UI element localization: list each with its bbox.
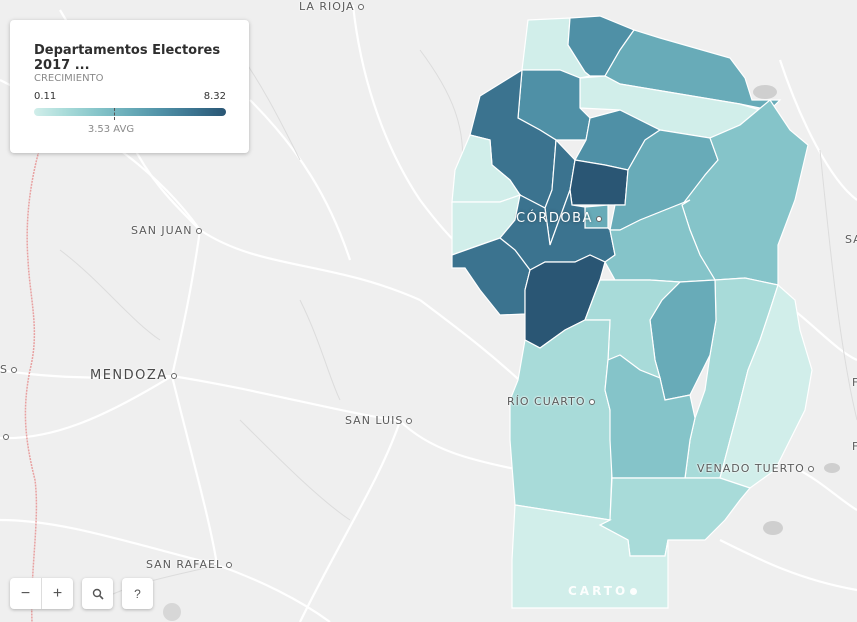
city-dot [588, 399, 595, 405]
city-label-edge-east: SA [845, 233, 857, 246]
legend-avg-marker [113, 108, 115, 120]
city-dot [10, 367, 17, 373]
help-control: ? [122, 578, 153, 609]
city-label-san-rafael: SAN RAFAEL [146, 558, 233, 571]
region-rio-cuarto [509, 319, 613, 521]
legend-min: 0.11 [34, 91, 57, 102]
search-icon [92, 588, 104, 600]
city-label-rio-cuarto: RÍO CUARTO [507, 395, 595, 408]
legend-title: Departamentos Electores 2017 ... [34, 43, 221, 73]
city-dot [226, 562, 233, 568]
zoom-out-button[interactable]: − [20, 584, 31, 602]
legend-panel: Departamentos Electores 2017 ... CRECIMI… [10, 20, 249, 153]
legend-avg-label: 3.53 AVG [87, 124, 135, 135]
search-button[interactable] [82, 578, 113, 609]
city-dot [195, 228, 202, 234]
city-label-edge-east-2: F [852, 376, 857, 389]
region-south-center [604, 354, 696, 479]
city-label-la-rioja: LA RIOJA [299, 0, 364, 13]
city-dot [3, 434, 9, 440]
border-line [24, 139, 43, 622]
city-label-san-luis: SAN LUIS [345, 414, 413, 427]
city-dot [406, 418, 413, 424]
legend-max: 8.32 [203, 91, 226, 102]
city-label-mendoza: MENDOZA [90, 368, 177, 383]
city-dot [595, 215, 602, 222]
city-dot [170, 372, 177, 379]
city-label-venado-tuerto: VENADO TUERTO [697, 462, 814, 475]
lake [753, 85, 777, 99]
region-south [511, 504, 669, 609]
region-center-east [604, 199, 717, 283]
carto-dot-icon [630, 588, 638, 595]
lake [163, 603, 181, 621]
city-label-san-juan: SAN JUAN [131, 224, 202, 237]
help-button[interactable]: ? [134, 586, 141, 601]
legend-variable: CRECIMIENTO [34, 73, 104, 84]
lake [824, 463, 840, 473]
city-label-edge-west: S [0, 363, 17, 376]
zoom-control: − + [10, 578, 73, 609]
carto-attribution[interactable]: CARTO [568, 584, 638, 598]
city-dot-edge-west [0, 430, 9, 443]
legend-color-ramp [34, 108, 226, 116]
city-label-edge-east-3: F [852, 440, 857, 453]
city-dot [357, 4, 364, 10]
choropleth-layer[interactable] [451, 15, 813, 609]
city-label-cordoba: CÓRDOBA [516, 211, 602, 226]
zoom-in-button[interactable]: + [41, 578, 73, 609]
lake [763, 521, 783, 535]
search-control [82, 578, 113, 609]
city-dot [807, 466, 814, 472]
